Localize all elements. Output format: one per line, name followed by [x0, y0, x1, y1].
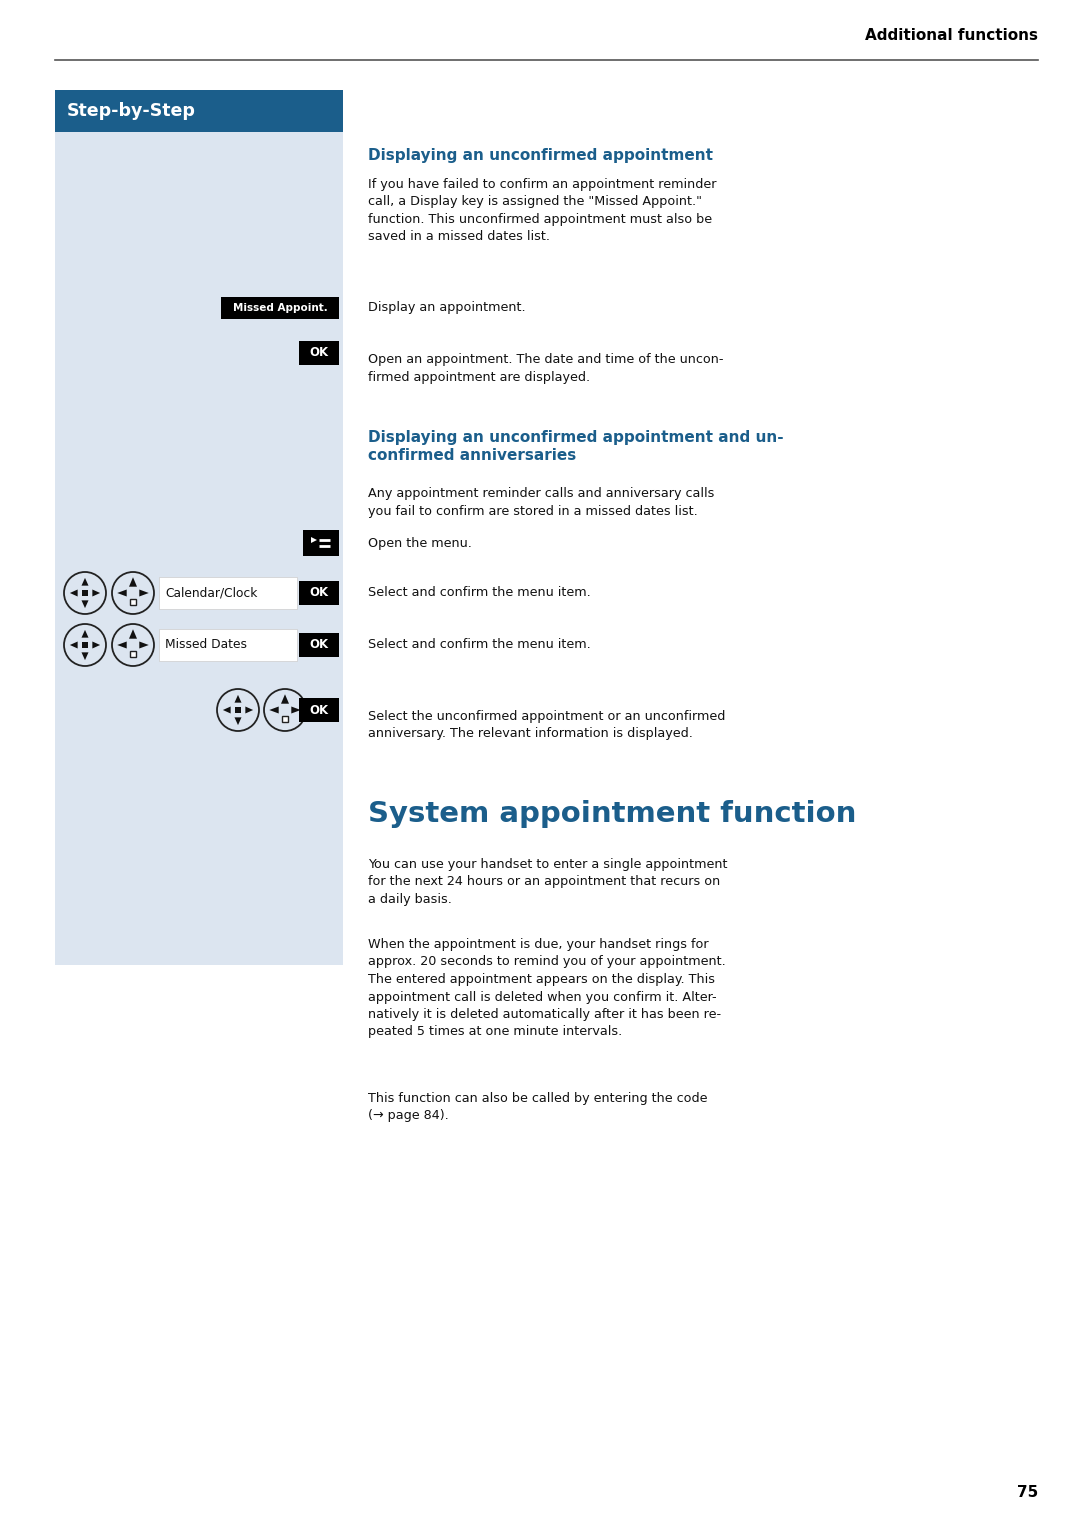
- Polygon shape: [292, 706, 300, 714]
- Text: Additional functions: Additional functions: [865, 28, 1038, 43]
- Text: Open the menu.: Open the menu.: [368, 537, 472, 549]
- Text: Missed Appoint.: Missed Appoint.: [232, 303, 327, 313]
- Bar: [221, 297, 339, 320]
- Bar: [299, 581, 339, 605]
- Text: Displaying an unconfirmed appointment and un-
confirmed anniversaries: Displaying an unconfirmed appointment an…: [368, 430, 784, 463]
- Bar: [130, 651, 136, 657]
- Text: You can use your handset to enter a single appointment
for the next 24 hours or : You can use your handset to enter a sing…: [368, 858, 728, 907]
- Text: If you have failed to confirm an appointment reminder
call, a Display key is ass: If you have failed to confirm an appoint…: [368, 177, 716, 243]
- Bar: [299, 633, 339, 657]
- Bar: [159, 628, 297, 661]
- Text: OK: OK: [310, 639, 328, 651]
- Bar: [82, 642, 87, 648]
- Polygon shape: [139, 642, 149, 648]
- Bar: [282, 716, 288, 722]
- Polygon shape: [93, 642, 100, 648]
- Text: Displaying an unconfirmed appointment: Displaying an unconfirmed appointment: [368, 148, 713, 164]
- Text: Any appointment reminder calls and anniversary calls
you fail to confirm are sto: Any appointment reminder calls and anniv…: [368, 488, 714, 517]
- Polygon shape: [81, 601, 89, 609]
- Text: Calendar/Clock: Calendar/Clock: [165, 587, 257, 599]
- Polygon shape: [311, 537, 318, 543]
- Polygon shape: [81, 578, 89, 586]
- Polygon shape: [281, 694, 289, 703]
- Bar: [235, 706, 241, 713]
- Text: Missed Dates: Missed Dates: [165, 639, 247, 651]
- Text: System appointment function: System appointment function: [368, 800, 856, 829]
- Polygon shape: [70, 590, 78, 596]
- Text: OK: OK: [310, 347, 328, 359]
- Text: Select the unconfirmed appointment or an unconfirmed
anniversary. The relevant i: Select the unconfirmed appointment or an…: [368, 709, 726, 740]
- Text: 75: 75: [1016, 1485, 1038, 1500]
- Polygon shape: [234, 694, 242, 703]
- Text: Select and confirm the menu item.: Select and confirm the menu item.: [368, 639, 591, 651]
- Polygon shape: [70, 642, 78, 648]
- Polygon shape: [129, 578, 137, 587]
- Polygon shape: [234, 717, 242, 725]
- Bar: [55, 90, 343, 131]
- Polygon shape: [81, 653, 89, 661]
- Polygon shape: [93, 590, 100, 596]
- Polygon shape: [118, 590, 126, 596]
- Bar: [55, 90, 343, 965]
- Polygon shape: [118, 642, 126, 648]
- Text: Display an appointment.: Display an appointment.: [368, 301, 526, 315]
- Polygon shape: [129, 630, 137, 639]
- Text: Open an appointment. The date and time of the uncon-
firmed appointment are disp: Open an appointment. The date and time o…: [368, 353, 724, 384]
- Text: OK: OK: [310, 587, 328, 599]
- Polygon shape: [222, 706, 231, 714]
- Text: This function can also be called by entering the code
(→ page 84).: This function can also be called by ente…: [368, 1092, 707, 1122]
- Text: OK: OK: [310, 703, 328, 717]
- Bar: [299, 341, 339, 365]
- Text: Select and confirm the menu item.: Select and confirm the menu item.: [368, 587, 591, 599]
- Bar: [303, 531, 339, 557]
- Polygon shape: [81, 630, 89, 638]
- Bar: [82, 590, 87, 596]
- Polygon shape: [245, 706, 253, 714]
- Polygon shape: [269, 706, 279, 714]
- Bar: [299, 699, 339, 722]
- Bar: [130, 599, 136, 605]
- Text: When the appointment is due, your handset rings for
approx. 20 seconds to remind: When the appointment is due, your handse…: [368, 937, 726, 1038]
- Bar: [159, 576, 297, 609]
- Text: Step-by-Step: Step-by-Step: [67, 102, 195, 119]
- Polygon shape: [139, 590, 149, 596]
